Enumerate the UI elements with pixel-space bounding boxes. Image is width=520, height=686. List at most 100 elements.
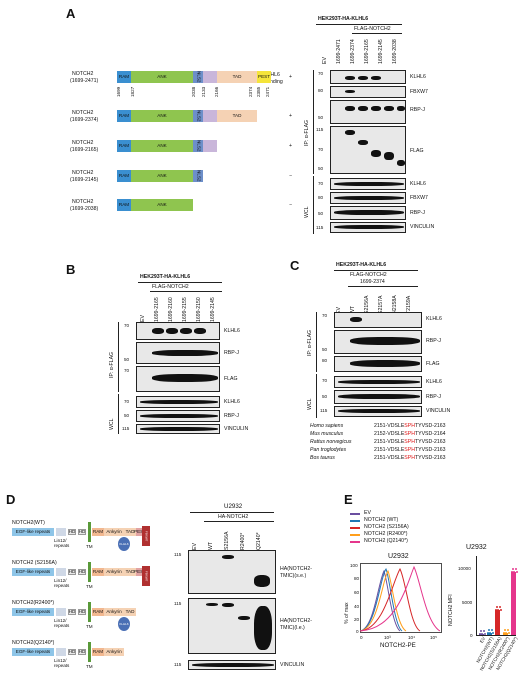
a-binding-header-2: binding (266, 79, 283, 85)
seq-post: TYVSD-2164 (414, 431, 446, 437)
mw-label: 50 (124, 357, 130, 362)
a-lane-5: 1699-2038 (392, 39, 398, 64)
mw-label: 115 (320, 408, 328, 413)
hd-domain: HD (78, 568, 86, 575)
ram-domain: RAM (92, 568, 104, 576)
ank-domain: ANK (131, 170, 193, 182)
d-lane-2: S2156A (224, 531, 230, 550)
species-name: Bos taurus (310, 455, 335, 461)
replicate-dot (482, 629, 485, 632)
replicate-dot (495, 608, 497, 611)
blot-rbpj-ip (330, 100, 406, 124)
a-construct-range: (1699-2471) (70, 78, 99, 84)
ankyrin-domain: Ankyrin (104, 528, 124, 536)
hd-domain: HD (78, 648, 86, 655)
bar-ytick: 10000 (458, 566, 471, 571)
b-lane-3: 1699-2155 (182, 297, 188, 322)
hist-ytick: 20 (354, 617, 360, 622)
blot-label: RBP-J (410, 210, 425, 216)
ank-domain: ANK (131, 110, 193, 122)
ank-domain: ANK (131, 199, 193, 211)
a-construct-range: (1699-2374) (70, 117, 99, 123)
blot-klhl6-ip (334, 312, 422, 328)
hd-domain: HD (78, 608, 86, 615)
bar-chart-ylabel: NOTCH2 MFI (448, 594, 454, 626)
lin12-label: repeats (54, 583, 70, 588)
replicate-dot (490, 629, 493, 632)
tad-domain: TAD (217, 71, 257, 83)
replicate-dot (506, 629, 509, 631)
d-lane-3: R2400* (240, 532, 246, 550)
b-construct: FLAG-NOTCH2 (152, 284, 189, 290)
seq-pre: 2151-VDSLE (374, 447, 405, 453)
replicate-dot (480, 629, 483, 632)
d-lane-0: EV (192, 543, 198, 550)
blot-label: KLHL6 (410, 74, 426, 80)
hist-r2400 (360, 569, 407, 632)
ram-domain: RAM (92, 648, 104, 656)
lin12-domain (56, 568, 66, 576)
d-construct-name: NOTCH2 (S2156A) (12, 560, 57, 566)
hist-ytick: 80 (354, 576, 360, 581)
lin12-label: repeats (54, 623, 70, 628)
ankyrin-domain: Ankyrin (104, 608, 124, 616)
blot-klhl6-ip (330, 70, 406, 84)
klhl6-icon: KLHL6 (118, 537, 130, 551)
replicate-dot (479, 632, 481, 635)
d-construct-name: NOTCH2(Q2140*) (12, 640, 55, 646)
c-construct-range: 1699-2374 (360, 279, 385, 285)
mw-label: 70 (124, 368, 130, 373)
bar-4 (510, 571, 516, 635)
b-cell-line: HEK293T-HA-KLHL6 (140, 274, 191, 280)
legend-item: NOTCH2 (WT) (350, 517, 460, 524)
ram-domain: RAM (117, 71, 131, 83)
c-construct: FLAG-NOTCH2 (350, 272, 387, 278)
panel-label-d: D (6, 492, 16, 507)
lin12-label: Lin12/ (54, 618, 67, 623)
ram-domain: RAM (117, 110, 131, 122)
replicate-dot (514, 567, 517, 570)
replicate-dot (481, 632, 484, 635)
seq-motif: SPH (404, 455, 415, 461)
blot-label: RBP-J (410, 107, 425, 113)
mw-label: 70 (322, 313, 328, 318)
seq-pre: 2152-VDSLE (374, 431, 405, 437)
species-name: Homo sapiens (310, 423, 344, 429)
d-construct-name: NOTCH2(WT) (12, 520, 45, 526)
pos-2385: 2385 (256, 86, 261, 97)
blot-label: VINCULIN (280, 662, 305, 668)
tad-domain: TAD (124, 568, 136, 576)
nls-domain: NLS2 (193, 110, 203, 122)
pos-2166: 2166 (214, 86, 219, 97)
seq-motif: SPH (404, 447, 415, 453)
legend-label: NOTCH2 (S2156A) (364, 524, 409, 530)
tm-label: TM (86, 584, 93, 589)
legend-label: NOTCH2 (R2400*) (364, 531, 408, 537)
mw-label: 70 (124, 399, 130, 404)
spacer-domain (203, 110, 217, 122)
species-name: Pan troglodytes (310, 447, 347, 453)
pos-2133: 2133 (201, 86, 206, 97)
c-ip-label: IP: α-FLAG (307, 329, 313, 356)
tm-label: TM (86, 624, 93, 629)
alignment-row: Pan troglodytes 2151-VDSLESPHTYVSD-2163 (310, 447, 490, 455)
blot-flag-ip (330, 126, 406, 174)
tad-domain: TAD (124, 608, 136, 616)
a-lane-1: 1699-2471 (336, 39, 342, 64)
c-wcl-label: WCL (307, 398, 313, 410)
a-construct-range: (1699-2145) (70, 177, 99, 183)
legend-item: NOTCH2 (R2400*) (350, 531, 460, 538)
tm-label: TM (86, 544, 93, 549)
hist-ytick: 0 (356, 629, 359, 634)
panel-label-b: B (66, 262, 76, 277)
a-binding-0: + (289, 74, 293, 80)
mw-label: 50 (322, 347, 328, 352)
tm-domain (88, 602, 91, 622)
replicate-dot (505, 632, 508, 634)
legend-item: EV (350, 510, 460, 517)
spacer-domain (203, 140, 217, 152)
blot-label: HA(NOTCH2- (280, 618, 312, 624)
a-binding-2: + (289, 143, 293, 149)
blot-label: RBP-J (426, 338, 441, 344)
hist-q2140 (360, 565, 441, 632)
